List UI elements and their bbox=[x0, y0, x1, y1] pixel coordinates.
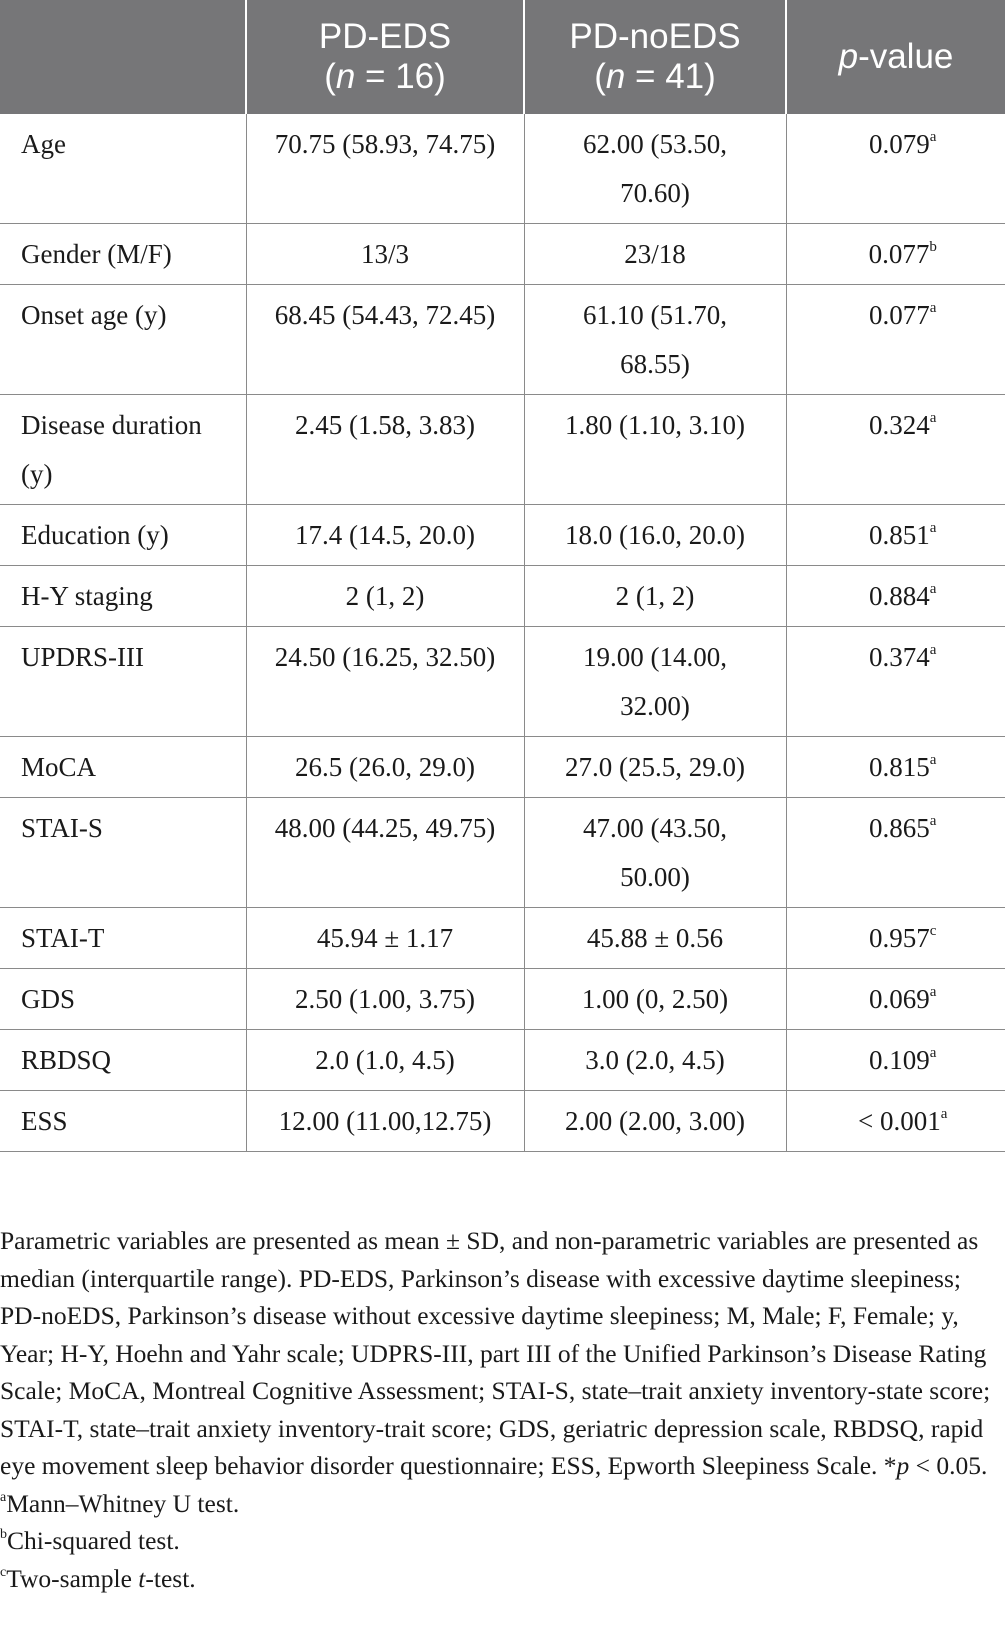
pd-eds-value: 2 (1, 2) bbox=[245, 565, 524, 627]
pd-noeds-value: 1.00 (0, 2.50) bbox=[523, 968, 786, 1030]
header-row: PD-EDS (n = 16) PD-noEDS (n = 41) p-valu… bbox=[0, 0, 1005, 114]
row-label: ESS bbox=[0, 1090, 246, 1152]
table-row: ESS 12.00 (11.00,12.75) 2.00 (2.00, 3.00… bbox=[0, 1090, 1005, 1152]
pd-noeds-value: 19.00 (14.00, 32.00) bbox=[523, 626, 786, 737]
table-row: STAI-T 45.94 ± 1.17 45.88 ± 0.56 0.957c bbox=[0, 907, 1005, 969]
row-label: Age bbox=[0, 114, 246, 224]
p-value: 0.851a bbox=[785, 504, 1005, 566]
characteristics-table: PD-EDS (n = 16) PD-noEDS (n = 41) p-valu… bbox=[0, 0, 1005, 1152]
table-row: Gender (M/F) 13/3 23/18 0.077b bbox=[0, 223, 1005, 285]
pd-eds-value: 26.5 (26.0, 29.0) bbox=[245, 736, 524, 798]
row-label: STAI-T bbox=[0, 907, 246, 969]
p-value: 0.815a bbox=[785, 736, 1005, 798]
pd-noeds-value: 18.0 (16.0, 20.0) bbox=[523, 504, 786, 566]
pd-eds-value: 2.50 (1.00, 3.75) bbox=[245, 968, 524, 1030]
table-footnote: Parametric variables are presented as me… bbox=[0, 1222, 1005, 1597]
p-value: 0.109a bbox=[785, 1029, 1005, 1091]
p-value: 0.957c bbox=[785, 907, 1005, 969]
p-value: 0.069a bbox=[785, 968, 1005, 1030]
header-p-value: p-value bbox=[785, 0, 1005, 114]
table-row: Disease duration (y) 2.45 (1.58, 3.83) 1.… bbox=[0, 394, 1005, 505]
pd-noeds-value: 45.88 ± 0.56 bbox=[523, 907, 786, 969]
table-body: Age 70.75 (58.93, 74.75) 62.00 (53.50, 70… bbox=[0, 114, 1005, 1152]
pd-noeds-value: 23/18 bbox=[523, 223, 786, 285]
row-label: Education (y) bbox=[0, 504, 246, 566]
row-label: MoCA bbox=[0, 736, 246, 798]
pd-noeds-value: 1.80 (1.10, 3.10) bbox=[523, 394, 786, 505]
pd-noeds-value: 47.00 (43.50, 50.00) bbox=[523, 797, 786, 908]
pd-eds-value: 24.50 (16.25, 32.50) bbox=[245, 626, 524, 737]
table-row: H-Y staging 2 (1, 2) 2 (1, 2) 0.884a bbox=[0, 565, 1005, 627]
table-row: Education (y) 17.4 (14.5, 20.0) 18.0 (16… bbox=[0, 504, 1005, 566]
pd-eds-value: 68.45 (54.43, 72.45) bbox=[245, 284, 524, 395]
p-value: 0.079a bbox=[785, 114, 1005, 224]
pd-noeds-value: 62.00 (53.50, 70.60) bbox=[523, 114, 786, 224]
pd-eds-value: 45.94 ± 1.17 bbox=[245, 907, 524, 969]
row-label: RBDSQ bbox=[0, 1029, 246, 1091]
footnote-abbreviations: Parametric variables are presented as me… bbox=[0, 1226, 991, 1480]
row-label: H-Y staging bbox=[0, 565, 246, 627]
table-row: Age 70.75 (58.93, 74.75) 62.00 (53.50, 70… bbox=[0, 114, 1005, 224]
row-label: Onset age (y) bbox=[0, 284, 246, 395]
pd-eds-value: 2.45 (1.58, 3.83) bbox=[245, 394, 524, 505]
row-label: Disease duration (y) bbox=[0, 394, 246, 505]
pd-eds-value: 70.75 (58.93, 74.75) bbox=[245, 114, 524, 224]
header-blank-cell bbox=[0, 0, 246, 114]
footnote-b: bChi-squared test. bbox=[0, 1526, 180, 1555]
header-pd-noeds-n: (n = 41) bbox=[594, 57, 716, 96]
row-label: Gender (M/F) bbox=[0, 223, 246, 285]
table-row: Onset age (y) 68.45 (54.43, 72.45) 61.10… bbox=[0, 284, 1005, 395]
table-row: GDS 2.50 (1.00, 3.75) 1.00 (0, 2.50) 0.0… bbox=[0, 968, 1005, 1030]
pd-noeds-value: 61.10 (51.70, 68.55) bbox=[523, 284, 786, 395]
footnote-a: aMann–Whitney U test. bbox=[0, 1488, 240, 1518]
p-value: 0.884a bbox=[785, 565, 1005, 627]
pd-eds-value: 12.00 (11.00,12.75) bbox=[245, 1090, 524, 1152]
p-value: 0.077b bbox=[785, 223, 1005, 285]
pd-eds-value: 2.0 (1.0, 4.5) bbox=[245, 1029, 524, 1091]
table-row: STAI-S 48.00 (44.25, 49.75) 47.00 (43.50… bbox=[0, 797, 1005, 908]
pd-noeds-value: 2.00 (2.00, 3.00) bbox=[523, 1090, 786, 1152]
header-pd-eds-n: (n = 16) bbox=[324, 57, 446, 96]
table-row: RBDSQ 2.0 (1.0, 4.5) 3.0 (2.0, 4.5) 0.10… bbox=[0, 1029, 1005, 1091]
p-value: 0.077a bbox=[785, 284, 1005, 395]
row-label: UPDRS-III bbox=[0, 626, 246, 737]
characteristics-table-container: PD-EDS (n = 16) PD-noEDS (n = 41) p-valu… bbox=[0, 0, 1005, 1152]
p-value: < 0.001a bbox=[785, 1090, 1005, 1152]
header-pd-noeds: PD-noEDS (n = 41) bbox=[523, 0, 786, 114]
header-pd-eds: PD-EDS (n = 16) bbox=[245, 0, 524, 114]
pd-eds-value: 17.4 (14.5, 20.0) bbox=[245, 504, 524, 566]
table-row: MoCA 26.5 (26.0, 29.0) 27.0 (25.5, 29.0)… bbox=[0, 736, 1005, 798]
row-label: GDS bbox=[0, 968, 246, 1030]
pd-eds-value: 48.00 (44.25, 49.75) bbox=[245, 797, 524, 908]
pd-noeds-value: 27.0 (25.5, 29.0) bbox=[523, 736, 786, 798]
p-value: 0.865a bbox=[785, 797, 1005, 908]
p-value: 0.324a bbox=[785, 394, 1005, 505]
footnote-c: cTwo-sample t-test. bbox=[0, 1563, 196, 1593]
pd-noeds-value: 2 (1, 2) bbox=[523, 565, 786, 627]
header-pd-eds-title: PD-EDS bbox=[318, 17, 452, 56]
row-label: STAI-S bbox=[0, 797, 246, 908]
header-pd-noeds-title: PD-noEDS bbox=[569, 17, 741, 56]
pd-noeds-value: 3.0 (2.0, 4.5) bbox=[523, 1029, 786, 1091]
p-value: 0.374a bbox=[785, 626, 1005, 737]
table-header: PD-EDS (n = 16) PD-noEDS (n = 41) p-valu… bbox=[0, 0, 1005, 114]
pd-eds-value: 13/3 bbox=[245, 223, 524, 285]
table-row: UPDRS-III 24.50 (16.25, 32.50) 19.00 (14… bbox=[0, 626, 1005, 737]
